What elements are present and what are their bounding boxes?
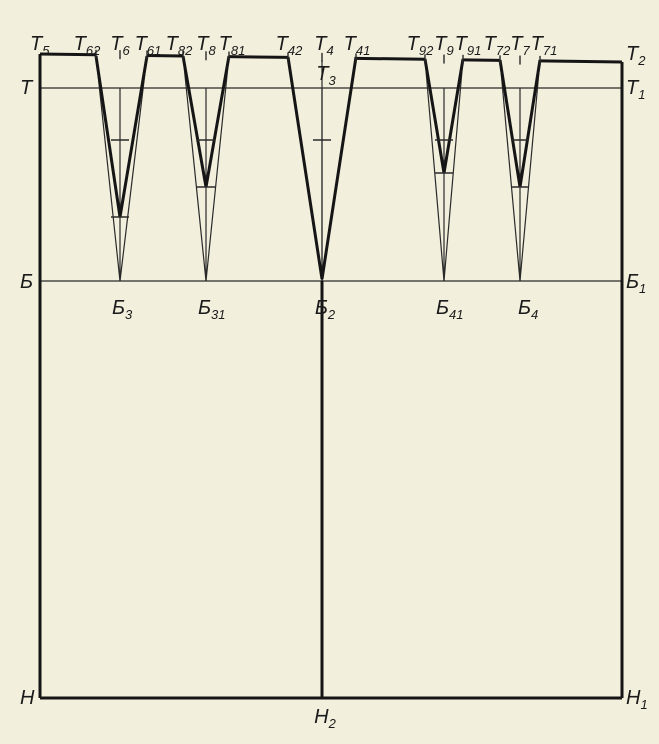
label-T41: T41: [344, 33, 371, 58]
label-T82: T82: [166, 33, 193, 58]
label-T6: T6: [110, 33, 130, 58]
label-B4: Б4: [518, 297, 538, 322]
label-B: Б: [20, 271, 33, 293]
label-T61: T61: [135, 33, 162, 58]
label-T4: T4: [314, 33, 333, 58]
label-B31: Б31: [198, 297, 226, 322]
label-T92: T92: [407, 33, 434, 58]
label-T1: T1: [626, 77, 645, 102]
label-T3: T3: [316, 63, 336, 88]
label-T72: T72: [484, 33, 511, 58]
label-T9: T9: [434, 33, 453, 58]
label-H1: Н1: [626, 687, 648, 712]
label-T62: T62: [74, 33, 101, 58]
label-T: T: [20, 77, 34, 99]
label-B3: Б3: [112, 297, 133, 322]
label-T91: T91: [455, 33, 482, 58]
label-H2: Н2: [314, 706, 336, 731]
label-T42: T42: [276, 33, 303, 58]
label-T2: T2: [626, 43, 646, 68]
label-T81: T81: [219, 33, 246, 58]
label-H: Н: [20, 687, 35, 709]
label-T5: T5: [30, 33, 50, 58]
label-B2: Б2: [315, 297, 336, 322]
label-B1: Б1: [626, 271, 646, 296]
label-T7: T7: [510, 33, 530, 58]
label-T8: T8: [196, 33, 216, 58]
pattern-diagram: T5T62T6T61T82T8T81T42T4T41T92T9T91T72T7T…: [0, 0, 659, 744]
label-T71: T71: [531, 33, 558, 58]
label-B41: Б41: [436, 297, 464, 322]
